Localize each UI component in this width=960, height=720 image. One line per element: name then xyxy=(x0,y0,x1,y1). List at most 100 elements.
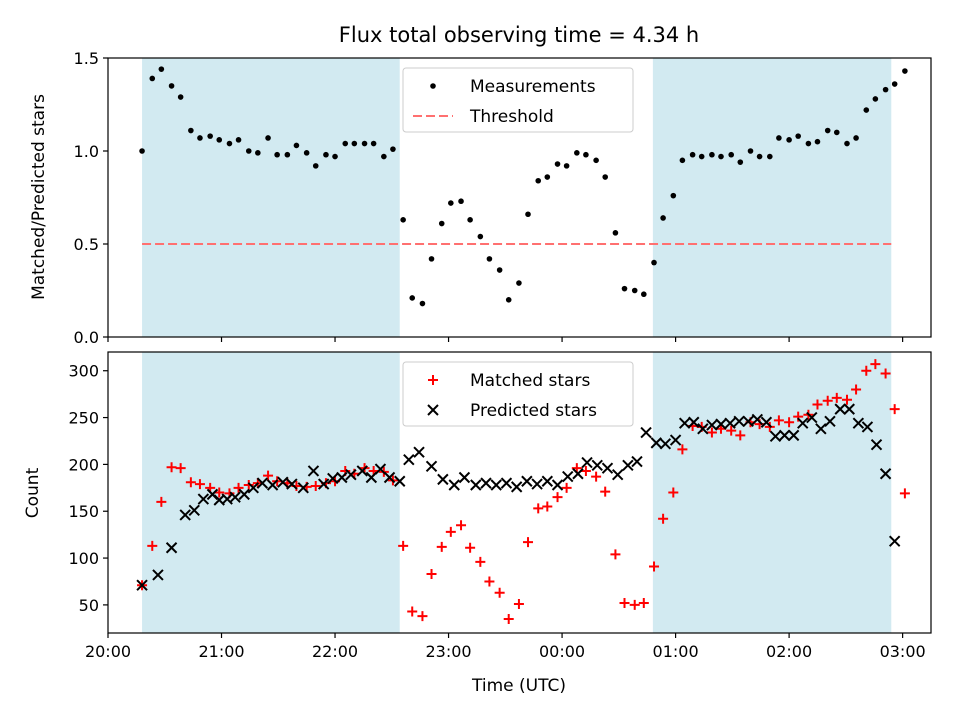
predicted-star-point xyxy=(611,468,624,481)
x-tick-label: 00:00 xyxy=(539,642,585,661)
measurement-point xyxy=(651,259,657,266)
measurement-point xyxy=(342,140,349,147)
measurement-point xyxy=(505,297,512,303)
matched-star-point xyxy=(533,503,544,514)
matched-star-point xyxy=(156,496,167,507)
matched-star-point xyxy=(233,482,244,493)
x-tick-label: 22:00 xyxy=(312,642,358,661)
matched-star-point xyxy=(214,487,225,498)
matched-star-point xyxy=(861,365,872,376)
matched-star-point xyxy=(773,415,784,426)
predicted-star-point xyxy=(297,482,309,494)
matched-star-point xyxy=(706,427,717,438)
measurement-point xyxy=(593,157,599,164)
matched-star-point xyxy=(610,549,621,560)
measurement-point xyxy=(574,150,580,156)
predicted-star-point xyxy=(541,475,554,487)
matched-star-point xyxy=(513,598,524,609)
predicted-star-point xyxy=(188,504,200,517)
predicted-star-point xyxy=(365,471,378,484)
predicted-star-point xyxy=(277,476,289,488)
measurement-point xyxy=(891,81,898,87)
predicted-star-point xyxy=(572,468,584,480)
predicted-star-point xyxy=(797,417,809,429)
predicted-star-point xyxy=(413,446,425,458)
x-axis-label: Time (UTC) xyxy=(471,676,566,696)
measurement-point xyxy=(332,153,338,160)
measurement-point xyxy=(323,151,329,158)
y-tick-label: 1.0 xyxy=(74,142,99,161)
x-tick-label: 02:00 xyxy=(766,642,812,661)
measurement-point xyxy=(245,148,252,154)
measurement-point xyxy=(833,129,840,136)
legend: Matched stars Predicted stars xyxy=(402,361,634,427)
measurement-point xyxy=(486,256,493,262)
measurement-point xyxy=(197,135,203,141)
x-tick-label: 01:00 xyxy=(653,642,699,661)
predicted-star-point xyxy=(403,454,415,466)
matched-star-point xyxy=(638,598,649,609)
measurement-point xyxy=(428,256,435,262)
predicted-star-point xyxy=(601,462,614,474)
predicted-star-point xyxy=(383,471,396,484)
matched-star-point xyxy=(870,359,881,370)
matched-star-point xyxy=(185,477,196,488)
predicted-star-point xyxy=(843,403,855,415)
measurement-point xyxy=(718,153,724,160)
legend-label: Predicted stars xyxy=(470,401,597,421)
predicted-star-point xyxy=(879,468,892,480)
measurement-point xyxy=(631,287,638,294)
measurement-point xyxy=(303,150,310,156)
measurement-point xyxy=(381,153,387,160)
matched-star-point xyxy=(677,444,688,455)
shaded-span xyxy=(142,58,400,337)
legend-label: Measurements xyxy=(470,77,596,97)
predicted-star-point xyxy=(815,423,827,435)
y-tick-label: 0.5 xyxy=(74,235,99,254)
y-tick-label: 100 xyxy=(68,549,99,568)
measurement-point xyxy=(805,140,812,147)
matched-star-point xyxy=(243,480,254,491)
measurement-point xyxy=(795,133,801,139)
predicted-star-point xyxy=(631,455,643,468)
measurement-point xyxy=(312,163,319,169)
matched-star-point xyxy=(552,492,563,503)
predicted-star-point xyxy=(238,488,250,501)
shaded-span xyxy=(142,352,400,633)
predicted-star-point xyxy=(787,429,800,442)
predicted-star-point xyxy=(852,417,865,429)
measurement-point xyxy=(563,163,570,169)
matched-star-point xyxy=(851,384,862,395)
ratio-panel: Matched/Predicted stars 0.0 0.5 1.0 1.5 Meas… xyxy=(29,49,932,347)
predicted-star-point xyxy=(165,542,178,554)
y-tick-label: 200 xyxy=(68,455,99,474)
matched-star-point xyxy=(194,479,205,490)
measurement-point xyxy=(235,137,242,143)
predicted-star-point xyxy=(659,438,672,450)
matched-star-point xyxy=(812,399,823,410)
x-tick-label: 03:00 xyxy=(880,642,926,661)
measurement-point xyxy=(284,151,291,158)
predicted-star-point xyxy=(510,481,523,493)
legend-box xyxy=(402,67,634,133)
predicted-star-point xyxy=(650,437,662,449)
matched-star-point xyxy=(649,561,660,572)
measurement-point xyxy=(863,107,870,113)
predicted-star-point xyxy=(256,477,269,489)
measurement-point xyxy=(361,140,368,147)
predicted-star-point xyxy=(531,478,543,490)
matched-star-point xyxy=(494,587,505,598)
predicted-star-point xyxy=(266,479,279,491)
y-tick-label: 300 xyxy=(68,362,99,381)
measurement-point xyxy=(370,140,377,147)
predicted-star-point xyxy=(286,478,298,490)
predicted-star-point xyxy=(688,416,700,428)
predicted-star-point xyxy=(669,434,682,446)
matched-star-point xyxy=(263,470,274,481)
measurement-point xyxy=(400,217,406,223)
measurement-point xyxy=(747,148,754,154)
y-tick-label: 1.5 xyxy=(74,49,99,68)
legend: Measurements Threshold xyxy=(402,67,634,133)
matched-star-point xyxy=(561,482,572,493)
measurement-point xyxy=(168,83,175,89)
